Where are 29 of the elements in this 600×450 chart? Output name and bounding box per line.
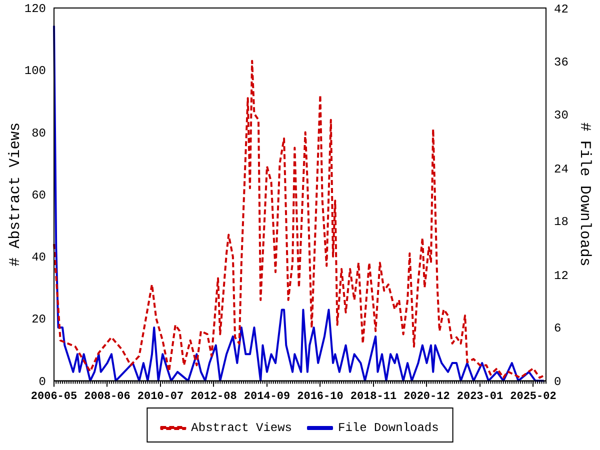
- legend-label: Abstract Views: [191, 421, 292, 436]
- y2-tick-label: 18: [554, 215, 568, 230]
- y-tick-label: 120: [24, 2, 46, 16]
- y-tick-label: 40: [32, 250, 46, 265]
- x-tick-label: 2010-07: [137, 391, 184, 404]
- y-tick-label: 0: [38, 374, 46, 389]
- legend-label: File Downloads: [338, 421, 439, 436]
- x-tick-label: 2023-01: [456, 391, 504, 404]
- y2-tick-label: 24: [554, 162, 568, 176]
- x-tick-label: 2025-02: [510, 391, 556, 404]
- x-tick-label: 2016-10: [297, 391, 344, 404]
- y2-axis-title: # File Downloads: [576, 122, 594, 266]
- y2-tick-label: 6: [554, 322, 562, 336]
- x-tick-label: 2020-12: [404, 391, 450, 404]
- x-tick-label: 2006-05: [30, 391, 78, 404]
- y-tick-label: 80: [32, 126, 46, 140]
- x-tick-label: 2012-08: [190, 391, 238, 404]
- y-tick-label: 100: [24, 64, 46, 78]
- y2-tick-label: 0: [554, 374, 562, 389]
- x-tick-label: 2018-11: [350, 391, 397, 404]
- y2-tick-label: 30: [554, 108, 568, 123]
- x-tick-label: 2014-09: [244, 391, 290, 404]
- y-tick-label: 60: [32, 188, 46, 202]
- x-tick-label: 2008-06: [84, 391, 130, 404]
- y-axis-title: # Abstract Views: [6, 122, 24, 266]
- y2-tick-label: 12: [554, 268, 568, 283]
- y2-tick-label: 42: [554, 2, 568, 16]
- y2-tick-label: 36: [554, 55, 568, 70]
- y-tick-label: 20: [32, 312, 46, 327]
